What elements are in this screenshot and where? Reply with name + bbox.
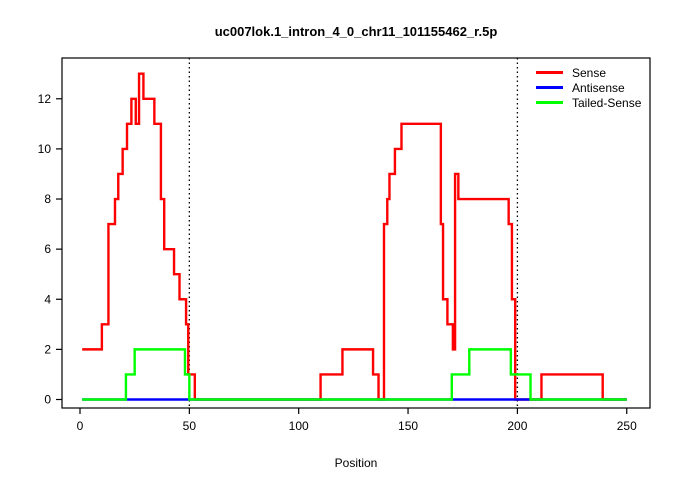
legend-label-sense: Sense [572, 65, 607, 80]
y-tick-label: 8 [44, 192, 51, 206]
y-tick-label: 2 [44, 342, 51, 356]
x-tick-label: 50 [183, 419, 197, 433]
sense-line-swatch [536, 71, 563, 74]
tailed-sense-series-line [82, 348, 627, 401]
x-tick-label: 200 [507, 419, 527, 433]
legend: Sense Antisense Tailed-Sense [536, 65, 641, 110]
x-tick-label: 0 [77, 419, 84, 433]
legend-label-tailed-sense: Tailed-Sense [572, 95, 642, 110]
x-tick-label: 250 [617, 419, 637, 433]
legend-item-sense: Sense [536, 65, 641, 80]
x-tick-label: 150 [398, 419, 418, 433]
y-tick-label: 10 [38, 142, 52, 156]
y-tick-label: 6 [44, 242, 51, 256]
y-tick-label: 12 [38, 92, 52, 106]
plot-title: uc007lok.1_intron_4_0_chr11_101155462_r.… [214, 24, 498, 39]
tailed-sense-line-swatch [536, 101, 563, 104]
legend-item-tailed-sense: Tailed-Sense [536, 95, 641, 110]
plot-box [61, 57, 651, 409]
antisense-line-swatch [536, 86, 563, 89]
y-tick-label: 4 [44, 292, 51, 306]
x-axis-title: Position [334, 456, 378, 470]
y-tick-label: 0 [44, 393, 51, 407]
legend-label-antisense: Antisense [572, 80, 625, 95]
legend-item-antisense: Antisense [536, 80, 641, 95]
sense-series-line [82, 72, 627, 401]
x-tick-label: 100 [289, 419, 309, 433]
